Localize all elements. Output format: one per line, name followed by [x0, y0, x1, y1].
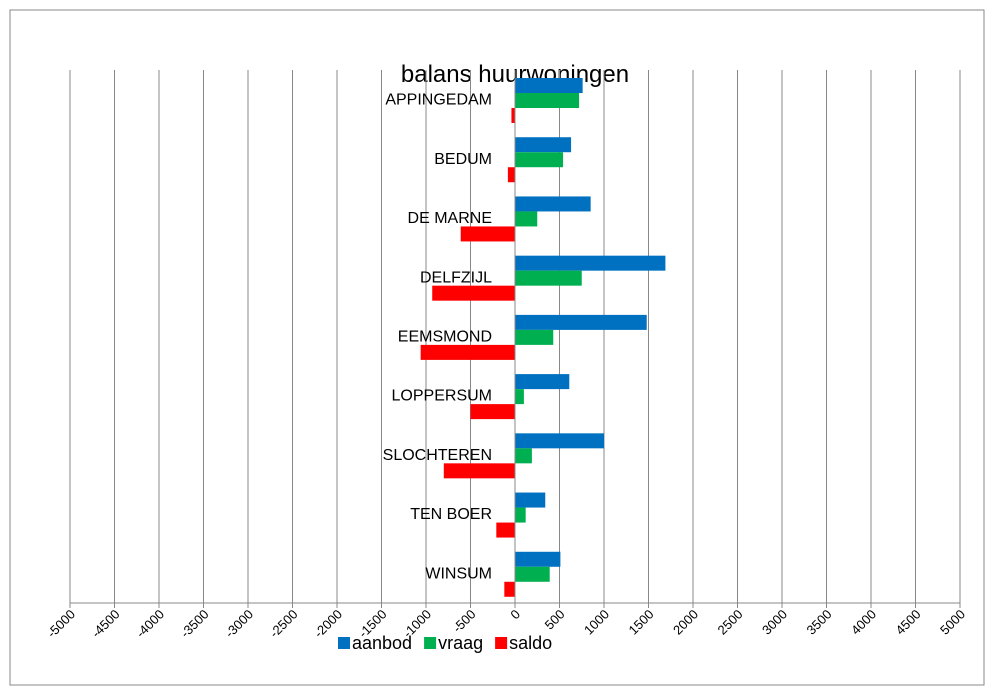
y-tick-label: LOPPERSUM	[392, 388, 492, 405]
legend-label: aanbod	[352, 633, 412, 653]
y-tick-label: EEMSMOND	[398, 329, 492, 346]
legend-swatch	[424, 637, 437, 649]
bar	[515, 507, 526, 523]
bar	[515, 196, 591, 212]
y-tick-label: SLOCHTEREN	[383, 447, 492, 464]
bar	[515, 93, 580, 108]
bar	[515, 492, 546, 508]
y-tick-label: BEDUM	[434, 151, 492, 168]
bar	[515, 329, 554, 345]
bar	[515, 374, 570, 390]
legend-label: vraag	[438, 633, 483, 653]
bar	[515, 389, 524, 405]
bar	[515, 448, 532, 464]
bar	[515, 270, 582, 286]
bar	[496, 522, 515, 538]
bar	[515, 211, 538, 227]
y-tick-label: TEN BOER	[410, 506, 492, 523]
bar	[515, 152, 564, 168]
legend-swatch	[495, 637, 508, 649]
bar	[515, 137, 572, 153]
legend-label: saldo	[509, 633, 552, 653]
bar	[511, 108, 515, 123]
bar	[515, 433, 604, 449]
bar	[515, 78, 583, 93]
bar	[515, 551, 561, 567]
bar	[507, 167, 515, 183]
bar	[420, 344, 515, 360]
bar	[470, 404, 515, 420]
bar	[515, 255, 666, 271]
y-tick-label: DELFZIJL	[420, 269, 492, 286]
y-tick-label: DE MARNE	[408, 210, 492, 227]
y-tick-label: WINSUM	[425, 565, 492, 582]
bar	[504, 581, 515, 597]
bar	[443, 463, 515, 479]
legend-swatch	[338, 637, 350, 649]
y-tick-label: APPINGEDAM	[385, 92, 492, 109]
bar	[432, 285, 515, 301]
bar	[515, 314, 647, 330]
bar	[460, 226, 515, 242]
bar	[515, 566, 550, 582]
